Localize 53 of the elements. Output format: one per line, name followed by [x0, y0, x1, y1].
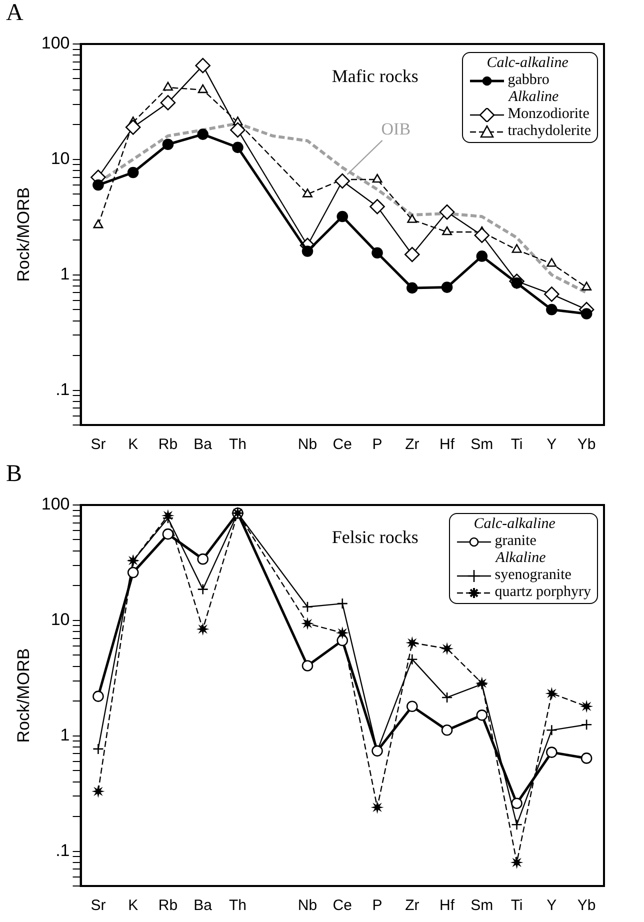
- y-tick-label: 10: [50, 149, 70, 168]
- x-tick-label: Hf: [440, 436, 456, 454]
- legend-label: granite: [494, 533, 536, 550]
- y-axis-title: Rock/MORB: [14, 187, 33, 282]
- x-tick-label: Th: [228, 436, 246, 454]
- x-tick-label: Th: [228, 897, 246, 914]
- y-tick-label: 1: [60, 264, 70, 284]
- y-tick-label: 10: [50, 610, 70, 630]
- y-tick-label: .1: [56, 380, 70, 399]
- legend-label: Monzodiorite: [508, 106, 590, 123]
- y-tick-label: .1: [56, 840, 70, 860]
- legend-label: gabbro: [508, 72, 550, 89]
- x-tick-label: Ba: [194, 436, 213, 454]
- x-tick-label: Hf: [440, 897, 456, 914]
- annotation: Alkaline: [507, 89, 560, 106]
- text: Felsic rocks: [332, 527, 418, 548]
- x-tick-label: Y: [546, 436, 557, 454]
- text: Mafic rocks: [332, 66, 418, 87]
- x-tick-label: Sr: [90, 897, 106, 914]
- x-tick-label: Rb: [158, 897, 178, 914]
- x-tick-label: K: [128, 897, 138, 914]
- x-tick-label: Ti: [510, 436, 523, 454]
- y-axis-title: Rock/MORB: [14, 648, 33, 743]
- legend-label: quartz porphyry: [494, 584, 591, 601]
- x-tick-label: Ce: [332, 436, 352, 454]
- x-tick-label: Ba: [194, 897, 213, 914]
- y-tick-label: 1: [60, 726, 70, 745]
- y-tick-label: 100: [41, 494, 70, 514]
- legend-label: trachydolerite: [508, 123, 591, 140]
- legend-title: Calc-alkaline: [486, 55, 570, 72]
- x-tick-label: Nb: [298, 897, 318, 914]
- x-tick-label: Yb: [577, 436, 596, 454]
- x-tick-label: Ti: [510, 897, 523, 914]
- x-tick-label: Ce: [332, 897, 352, 914]
- x-tick-label: P: [372, 436, 382, 454]
- x-tick-label: P: [372, 897, 382, 914]
- x-tick-label: K: [128, 436, 138, 454]
- legend-label: syenogranite: [494, 567, 572, 584]
- legend-title: Calc-alkaline: [472, 516, 556, 533]
- x-tick-label: Sm: [470, 436, 494, 454]
- x-tick-label: Sr: [90, 436, 106, 454]
- text: OIB: [381, 119, 411, 138]
- annotation: Alkaline: [494, 550, 547, 567]
- chart-title: A: [6, 0, 24, 27]
- y-tick-label: 100: [41, 34, 70, 53]
- chart-title: B: [6, 461, 22, 488]
- x-tick-label: Sm: [470, 897, 494, 914]
- x-tick-label: Rb: [158, 436, 178, 454]
- x-tick-label: Nb: [298, 436, 318, 454]
- x-tick-label: Zr: [405, 436, 420, 454]
- x-tick-label: Yb: [577, 897, 596, 914]
- x-tick-label: Zr: [405, 897, 420, 914]
- x-tick-label: Y: [546, 897, 557, 914]
